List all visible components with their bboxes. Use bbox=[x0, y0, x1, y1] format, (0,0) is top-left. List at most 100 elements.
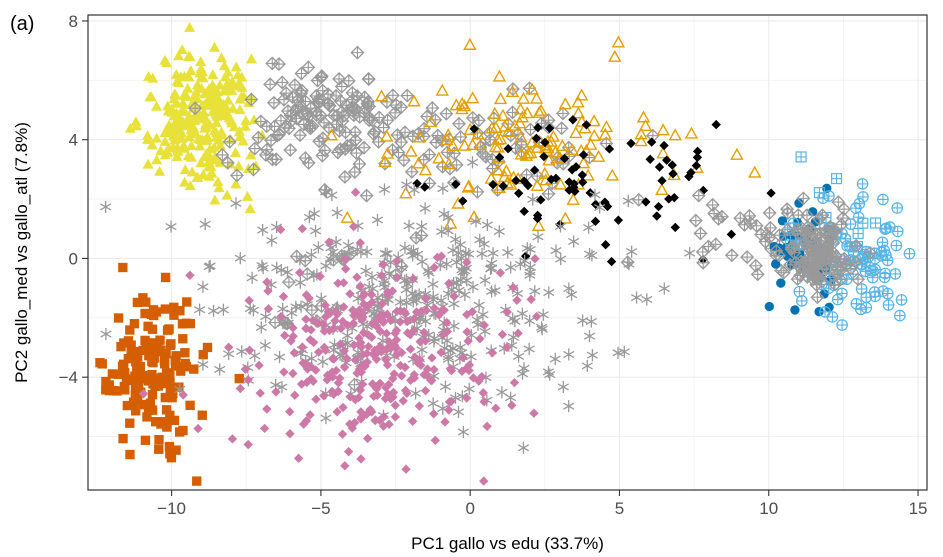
data-point bbox=[186, 166, 198, 177]
data-point bbox=[399, 241, 411, 254]
data-point bbox=[141, 340, 151, 351]
data-point bbox=[382, 309, 392, 319]
data-point bbox=[164, 324, 174, 334]
data-point bbox=[243, 439, 253, 450]
data-point bbox=[401, 178, 413, 191]
data-point bbox=[512, 350, 525, 363]
data-point bbox=[208, 87, 220, 98]
data-point bbox=[331, 206, 343, 219]
data-point bbox=[563, 400, 575, 413]
data-point bbox=[532, 105, 546, 118]
data-point bbox=[357, 106, 372, 121]
data-point bbox=[339, 362, 350, 372]
data-point bbox=[371, 213, 384, 227]
data-point bbox=[269, 152, 284, 167]
data-point bbox=[464, 365, 474, 376]
data-point bbox=[322, 375, 332, 385]
data-point bbox=[128, 397, 139, 407]
data-point bbox=[516, 367, 529, 380]
data-point bbox=[259, 142, 274, 157]
data-point bbox=[882, 299, 895, 311]
data-point bbox=[392, 256, 402, 266]
data-point bbox=[378, 154, 392, 167]
data-point bbox=[469, 124, 479, 134]
data-point bbox=[144, 91, 156, 102]
data-point bbox=[776, 265, 791, 280]
data-point bbox=[803, 221, 818, 236]
data-point bbox=[670, 222, 680, 233]
data-point bbox=[487, 247, 499, 260]
data-point bbox=[578, 177, 588, 187]
data-point bbox=[407, 416, 418, 426]
x-axis-title: PC1 gallo vs edu (33.7%) bbox=[411, 534, 604, 553]
data-point bbox=[347, 165, 362, 180]
data-points bbox=[95, 21, 916, 486]
data-point bbox=[418, 163, 433, 176]
data-point bbox=[169, 88, 181, 99]
data-point bbox=[195, 56, 207, 67]
data-point bbox=[428, 335, 440, 348]
data-point bbox=[488, 179, 498, 190]
data-point bbox=[634, 127, 648, 140]
data-point bbox=[478, 149, 493, 164]
data-point bbox=[328, 372, 338, 382]
data-point bbox=[479, 476, 489, 486]
data-point bbox=[421, 305, 431, 316]
data-point bbox=[290, 300, 302, 313]
data-point bbox=[146, 139, 158, 150]
data-point bbox=[101, 385, 111, 395]
data-point bbox=[507, 400, 517, 410]
data-point bbox=[324, 237, 334, 247]
data-point bbox=[280, 316, 295, 331]
data-point bbox=[301, 314, 311, 324]
data-point bbox=[345, 289, 355, 299]
data-point bbox=[273, 351, 286, 364]
data-point bbox=[270, 128, 285, 143]
data-point bbox=[294, 276, 306, 289]
data-point bbox=[294, 86, 309, 101]
data-point bbox=[457, 265, 469, 279]
data-point bbox=[422, 364, 433, 374]
data-point bbox=[487, 348, 498, 358]
data-point bbox=[234, 373, 244, 384]
data-point bbox=[828, 277, 842, 292]
data-point bbox=[664, 194, 674, 204]
data-point bbox=[295, 106, 310, 121]
data-point bbox=[328, 343, 340, 357]
data-point bbox=[230, 61, 242, 72]
data-point bbox=[567, 165, 577, 175]
data-point bbox=[465, 138, 480, 151]
data-point bbox=[726, 229, 737, 240]
data-point bbox=[701, 239, 716, 254]
data-point bbox=[848, 255, 863, 270]
data-point bbox=[295, 267, 305, 278]
data-point bbox=[836, 319, 848, 331]
data-point bbox=[176, 366, 186, 376]
data-point bbox=[276, 311, 286, 322]
data-point bbox=[187, 127, 199, 138]
data-point bbox=[571, 162, 581, 172]
data-point bbox=[263, 286, 273, 296]
data-point bbox=[198, 349, 208, 360]
data-point bbox=[390, 412, 400, 422]
data-point bbox=[538, 166, 552, 179]
data-point bbox=[100, 200, 112, 213]
data-point bbox=[178, 71, 190, 82]
data-point bbox=[563, 348, 575, 361]
data-point bbox=[301, 323, 311, 334]
data-point bbox=[343, 447, 354, 457]
data-point bbox=[297, 224, 308, 234]
data-point bbox=[427, 278, 439, 291]
data-point bbox=[164, 441, 175, 452]
data-point bbox=[863, 245, 878, 260]
data-point bbox=[375, 341, 385, 352]
data-point bbox=[851, 272, 866, 287]
data-point bbox=[367, 332, 377, 342]
data-point bbox=[381, 328, 392, 339]
data-point bbox=[631, 192, 646, 207]
data-point bbox=[514, 147, 528, 160]
data-point bbox=[350, 394, 360, 405]
data-point bbox=[766, 188, 776, 198]
data-point bbox=[332, 123, 347, 138]
data-point bbox=[805, 243, 820, 258]
